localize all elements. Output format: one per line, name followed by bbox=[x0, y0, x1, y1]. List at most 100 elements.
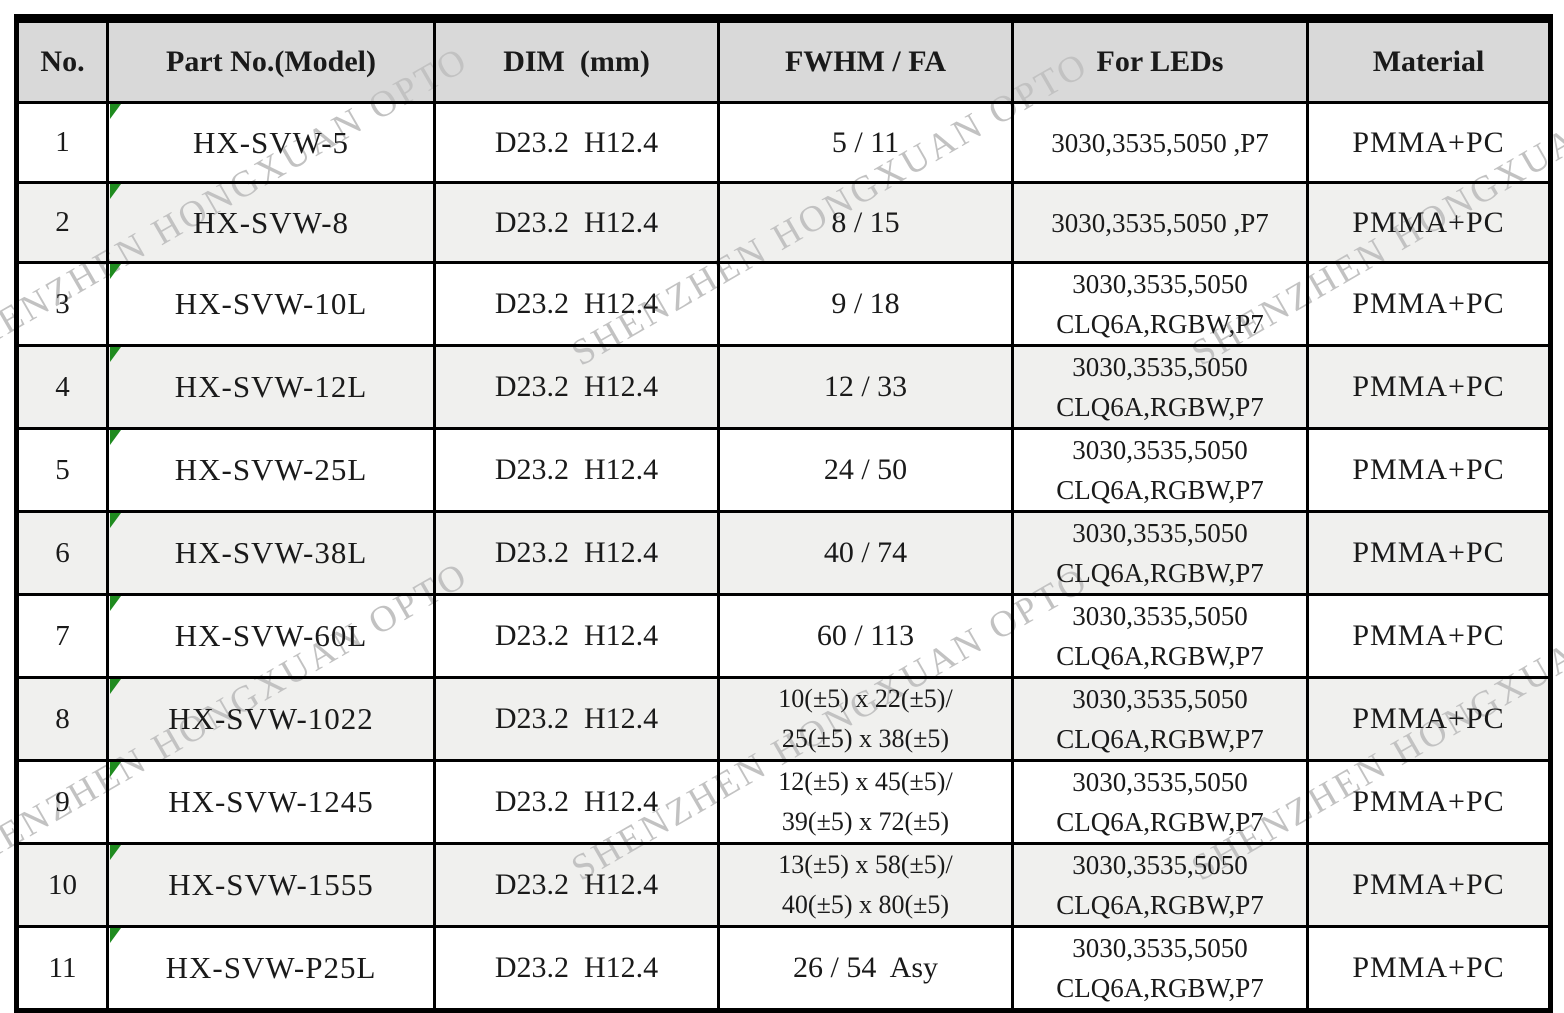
fwhm-line: 26 / 54 Asy bbox=[792, 951, 939, 984]
fwhm-line: 39(±5) x 72(±5) bbox=[781, 807, 950, 836]
for-leds-cell: 3030,3535,5050 CLQ6A,RGBW,P7 bbox=[1011, 344, 1309, 430]
part-number-cell: HX-SVW-10L bbox=[106, 261, 436, 347]
part-number-text: HX-SVW-8 bbox=[192, 204, 350, 240]
part-number-text: HX-SVW-25L bbox=[174, 452, 368, 487]
leds-line: CLQ6A,RGBW,P7 bbox=[1056, 973, 1264, 1003]
table-row: 8 HX-SVW-1022 D23.2 H12.4 10(±5) x 22(±5)/ 2… bbox=[15, 676, 1552, 762]
for-leds-cell: 3030,3535,5050 CLQ6A,RGBW,P7 bbox=[1011, 842, 1309, 928]
table-row: 10 HX-SVW-1555 D23.2 H12.4 13(±5) x 58(±5)/… bbox=[15, 842, 1552, 928]
dimensions-cell: D23.2 H12.4 bbox=[433, 925, 720, 1012]
material-cell: PMMA+PC bbox=[1306, 676, 1552, 762]
for-leds-cell: 3030,3535,5050 ,P7 bbox=[1011, 181, 1309, 264]
table-row: 3 HX-SVW-10L D23.2 H12.4 9 / 18 3030,3535,50… bbox=[15, 261, 1552, 347]
dimensions-cell: D23.2 H12.4 bbox=[433, 427, 720, 513]
part-number-text: HX-SVW-38L bbox=[174, 535, 368, 570]
cell-comment-flag-icon bbox=[110, 597, 121, 611]
cell-comment-flag-icon bbox=[110, 846, 121, 860]
dimensions-cell: D23.2 H12.4 bbox=[433, 676, 720, 762]
part-number-cell: HX-SVW-12L bbox=[106, 344, 436, 430]
table-row: 2 HX-SVW-8 D23.2 H12.4 8 / 15 3030,3535,5050… bbox=[15, 181, 1552, 264]
row-number-cell: 10 bbox=[15, 842, 109, 928]
table-row: 6 HX-SVW-38L D23.2 H12.4 40 / 74 3030,3535,5… bbox=[15, 510, 1552, 596]
fwhm-fa-cell: 24 / 50 bbox=[717, 427, 1014, 513]
table-body: 1 HX-SVW-5 D23.2 H12.4 5 / 11 3030,3535,5050… bbox=[15, 101, 1552, 1012]
page: No. Part No.(Model) DIM (mm) FWHM / FA F… bbox=[0, 14, 1564, 1013]
row-number-cell: 11 bbox=[15, 925, 109, 1012]
fwhm-fa-cell: 9 / 18 bbox=[717, 261, 1014, 347]
material-cell: PMMA+PC bbox=[1306, 181, 1552, 264]
fwhm-line: 10(±5) x 22(±5)/ bbox=[778, 684, 953, 713]
leds-line: 3030,3535,5050 bbox=[1072, 684, 1248, 714]
row-number-cell: 6 bbox=[15, 510, 109, 596]
material-cell: PMMA+PC bbox=[1306, 593, 1552, 679]
leds-line: 3030,3535,5050 bbox=[1072, 767, 1248, 797]
leds-line: CLQ6A,RGBW,P7 bbox=[1056, 807, 1264, 837]
cell-comment-flag-icon bbox=[110, 185, 121, 199]
table-row: 1 HX-SVW-5 D23.2 H12.4 5 / 11 3030,3535,5050… bbox=[15, 101, 1552, 184]
dimensions-cell: D23.2 H12.4 bbox=[433, 344, 720, 430]
dimensions-cell: D23.2 H12.4 bbox=[433, 261, 720, 347]
material-cell: PMMA+PC bbox=[1306, 261, 1552, 347]
dimensions-cell: D23.2 H12.4 bbox=[433, 510, 720, 596]
for-leds-cell: 3030,3535,5050 CLQ6A,RGBW,P7 bbox=[1011, 427, 1309, 513]
cell-comment-flag-icon bbox=[110, 929, 121, 943]
leds-line: 3030,3535,5050 ,P7 bbox=[1051, 127, 1269, 158]
fwhm-line: 5 / 11 bbox=[831, 125, 900, 159]
part-number-text: HX-SVW-12L bbox=[174, 369, 368, 404]
material-cell: PMMA+PC bbox=[1306, 925, 1552, 1012]
part-number-cell: HX-SVW-8 bbox=[106, 181, 436, 264]
leds-line: CLQ6A,RGBW,P7 bbox=[1056, 558, 1264, 588]
table-row: 4 HX-SVW-12L D23.2 H12.4 12 / 33 3030,3535,5… bbox=[15, 344, 1552, 430]
fwhm-line: 24 / 50 bbox=[823, 453, 908, 486]
part-number-cell: HX-SVW-1022 bbox=[106, 676, 436, 762]
table-row: 5 HX-SVW-25L D23.2 H12.4 24 / 50 3030,3535,5… bbox=[15, 427, 1552, 513]
fwhm-fa-cell: 8 / 15 bbox=[717, 181, 1014, 264]
fwhm-fa-cell: 12(±5) x 45(±5)/ 39(±5) x 72(±5) bbox=[717, 759, 1014, 845]
dimensions-cell: D23.2 H12.4 bbox=[433, 181, 720, 264]
leds-line: 3030,3535,5050 bbox=[1072, 518, 1248, 548]
part-number-text: HX-SVW-10L bbox=[174, 286, 368, 321]
fwhm-line: 12(±5) x 45(±5)/ bbox=[778, 767, 953, 796]
leds-line: 3030,3535,5050 bbox=[1072, 435, 1248, 465]
fwhm-line: 9 / 18 bbox=[831, 287, 900, 320]
leds-line: 3030,3535,5050 ,P7 bbox=[1051, 207, 1269, 238]
header-no: No. bbox=[15, 17, 109, 104]
fwhm-fa-cell: 10(±5) x 22(±5)/ 25(±5) x 38(±5) bbox=[717, 676, 1014, 762]
dimensions-cell: D23.2 H12.4 bbox=[433, 593, 720, 679]
leds-line: CLQ6A,RGBW,P7 bbox=[1056, 724, 1264, 754]
fwhm-fa-cell: 12 / 33 bbox=[717, 344, 1014, 430]
fwhm-fa-cell: 5 / 11 bbox=[717, 101, 1014, 184]
material-cell: PMMA+PC bbox=[1306, 427, 1552, 513]
cell-comment-flag-icon bbox=[110, 680, 121, 694]
part-number-cell: HX-SVW-P25L bbox=[106, 925, 436, 1012]
cell-comment-flag-icon bbox=[110, 105, 121, 119]
for-leds-cell: 3030,3535,5050 CLQ6A,RGBW,P7 bbox=[1011, 261, 1309, 347]
row-number-cell: 8 bbox=[15, 676, 109, 762]
leds-line: 3030,3535,5050 bbox=[1072, 933, 1248, 963]
leds-line: 3030,3535,5050 bbox=[1072, 850, 1248, 880]
cell-comment-flag-icon bbox=[110, 431, 121, 445]
leds-line: CLQ6A,RGBW,P7 bbox=[1056, 475, 1264, 505]
part-number-cell: HX-SVW-60L bbox=[106, 593, 436, 679]
table-row: 11 HX-SVW-P25L D23.2 H12.4 26 / 54 Asy 3030,… bbox=[15, 925, 1552, 1012]
header-part: Part No.(Model) bbox=[106, 17, 436, 104]
fwhm-line: 13(±5) x 58(±5)/ bbox=[778, 850, 953, 879]
row-number-cell: 1 bbox=[15, 101, 109, 184]
leds-line: CLQ6A,RGBW,P7 bbox=[1056, 890, 1264, 920]
part-number-text: HX-SVW-1245 bbox=[168, 784, 374, 819]
fwhm-fa-cell: 60 / 113 bbox=[717, 593, 1014, 679]
fwhm-line: 40(±5) x 80(±5) bbox=[781, 890, 950, 919]
material-cell: PMMA+PC bbox=[1306, 101, 1552, 184]
fwhm-line: 8 / 15 bbox=[831, 205, 900, 239]
fwhm-fa-cell: 40 / 74 bbox=[717, 510, 1014, 596]
header-leds: For LEDs bbox=[1011, 17, 1309, 104]
part-number-cell: HX-SVW-1245 bbox=[106, 759, 436, 845]
fwhm-line: 25(±5) x 38(±5) bbox=[781, 724, 950, 753]
part-number-cell: HX-SVW-25L bbox=[106, 427, 436, 513]
table-header: No. Part No.(Model) DIM (mm) FWHM / FA F… bbox=[15, 17, 1552, 104]
leds-line: CLQ6A,RGBW,P7 bbox=[1056, 309, 1264, 339]
row-number-cell: 3 bbox=[15, 261, 109, 347]
fwhm-fa-cell: 13(±5) x 58(±5)/ 40(±5) x 80(±5) bbox=[717, 842, 1014, 928]
material-cell: PMMA+PC bbox=[1306, 842, 1552, 928]
for-leds-cell: 3030,3535,5050 CLQ6A,RGBW,P7 bbox=[1011, 593, 1309, 679]
